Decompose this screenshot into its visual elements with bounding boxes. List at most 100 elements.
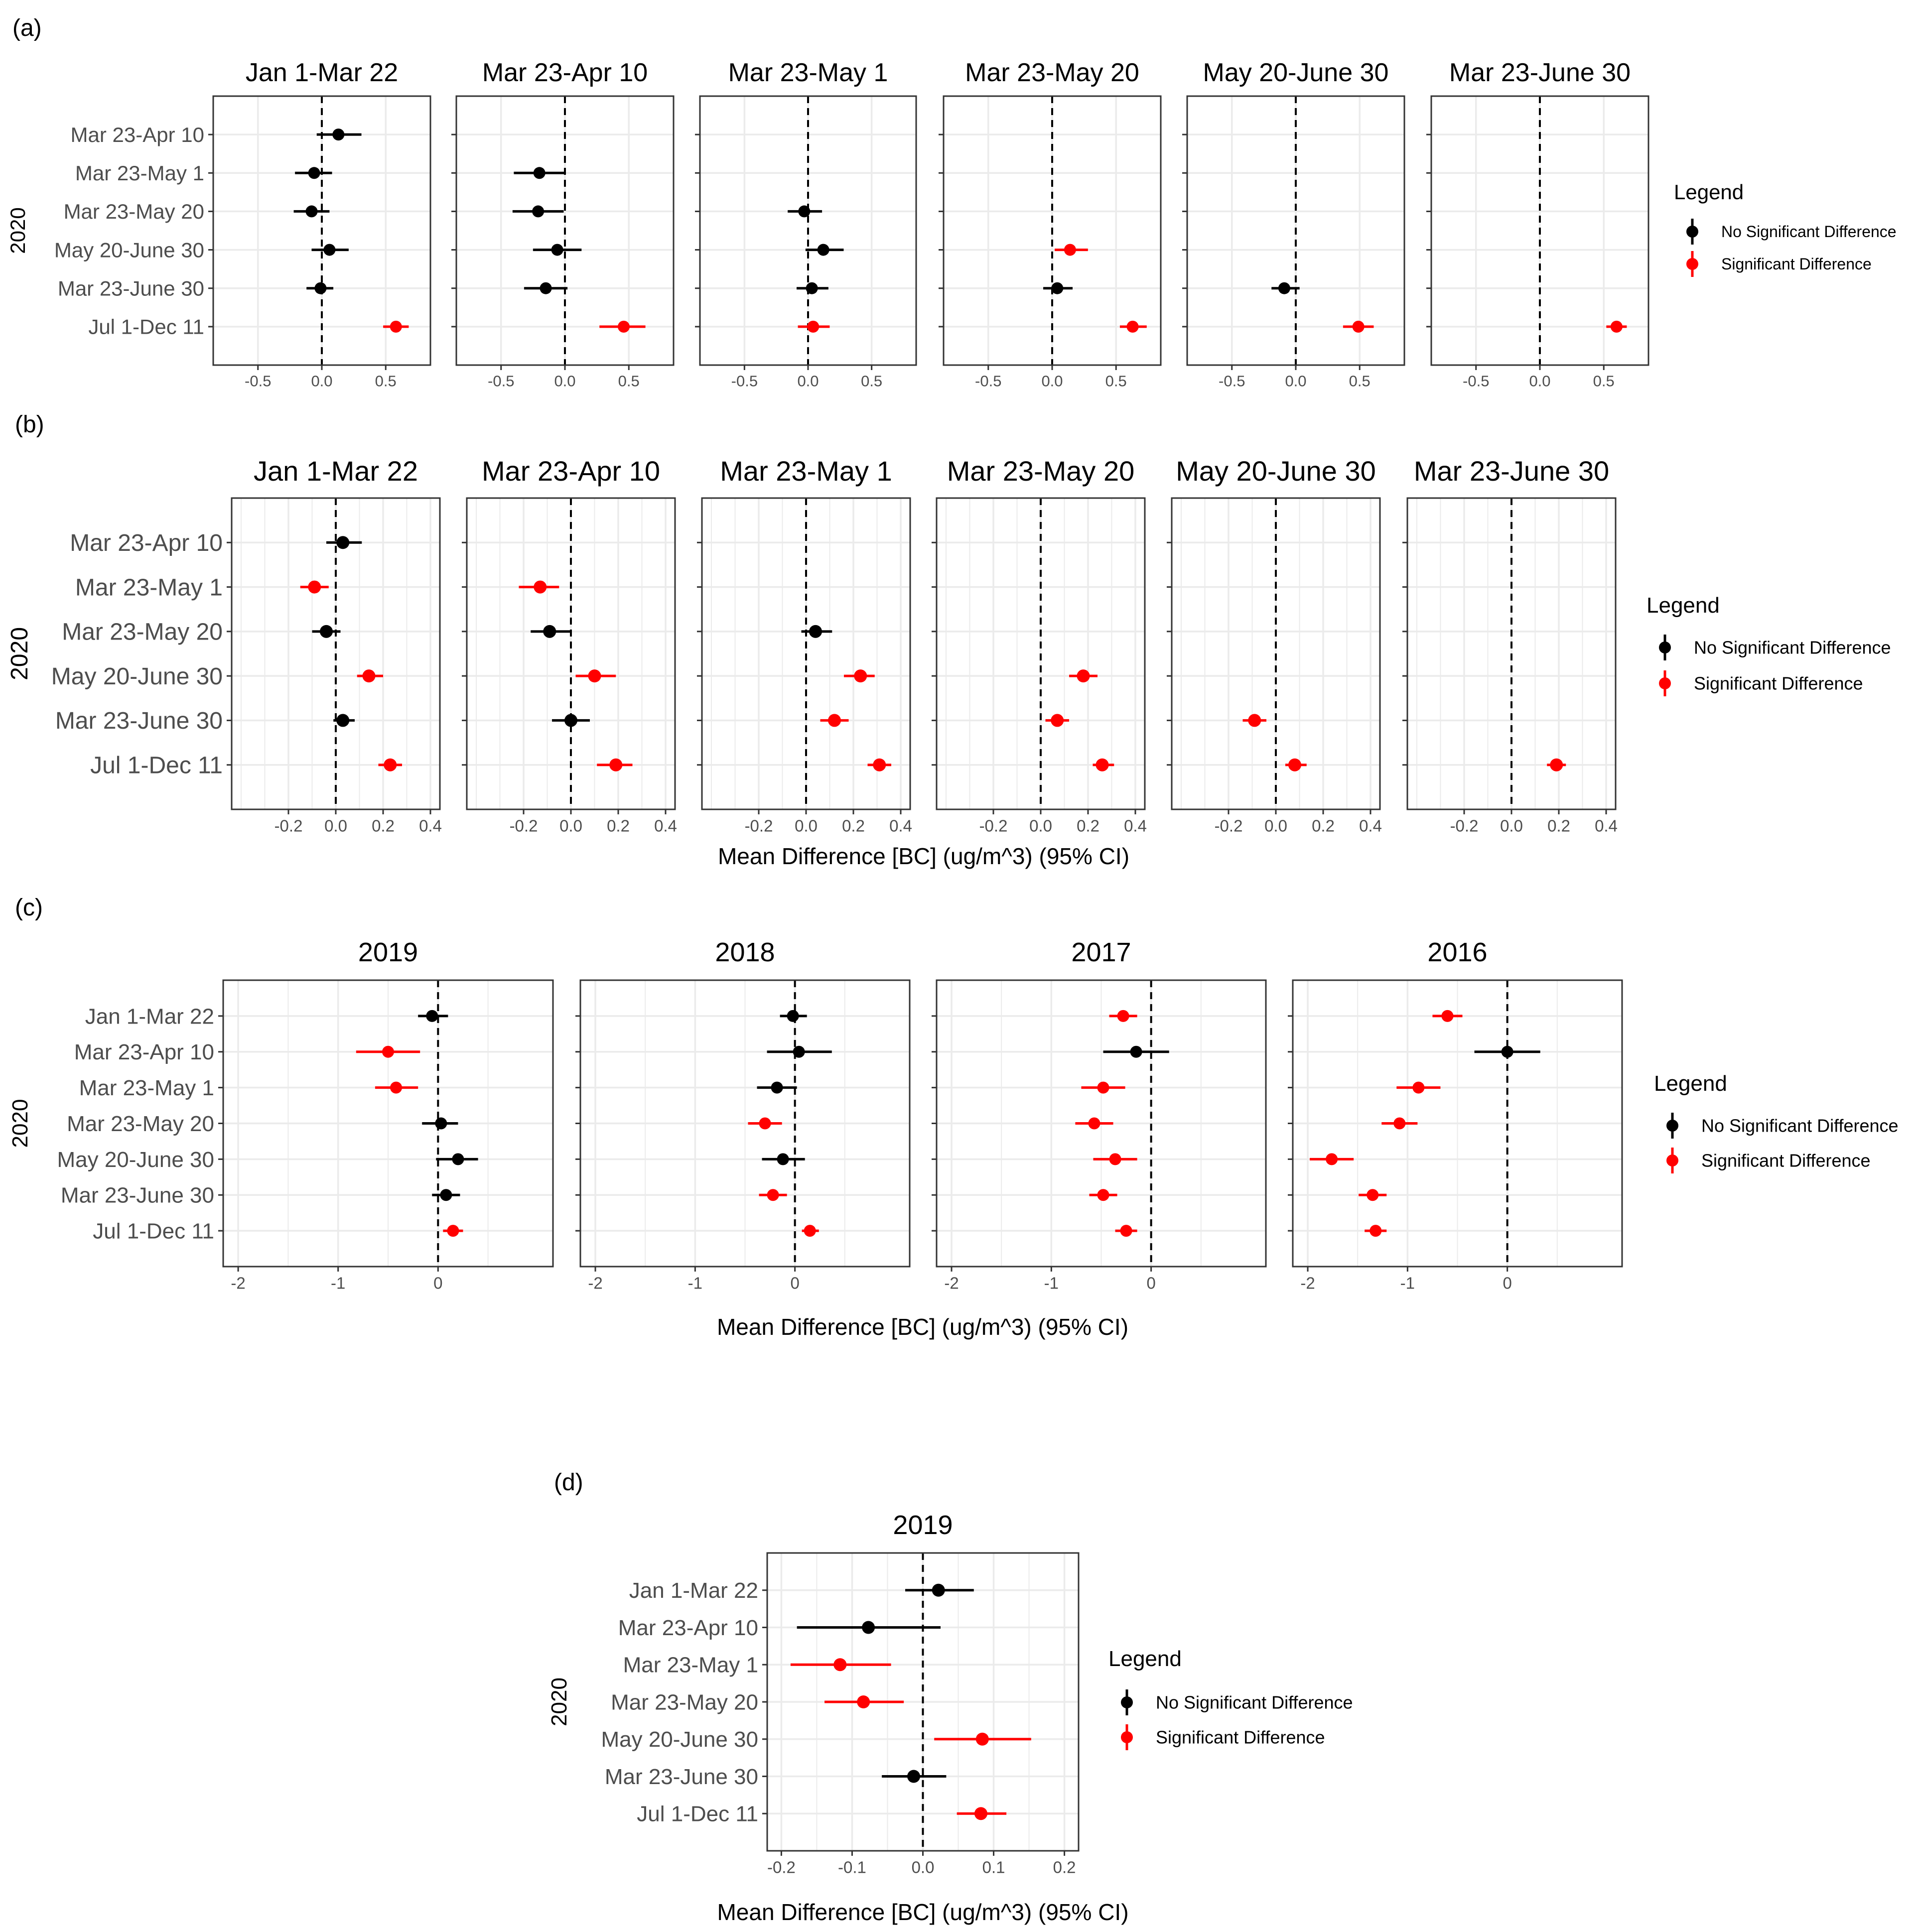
panel-title: 2019 xyxy=(893,1510,953,1540)
panel-title: May 20-June 30 xyxy=(1176,455,1376,487)
data-point xyxy=(1326,1153,1338,1165)
category-label: Mar 23-June 30 xyxy=(58,276,204,300)
legend-key-dot xyxy=(1666,1120,1678,1132)
x-tick-label: -0.2 xyxy=(979,817,1008,835)
legend-item-label: No Significant Difference xyxy=(1701,1116,1899,1136)
data-point xyxy=(1077,669,1090,683)
x-tick-label: -2 xyxy=(588,1274,602,1292)
x-tick-label: 0.4 xyxy=(419,817,442,835)
data-point xyxy=(382,1045,394,1058)
category-label: Mar 23-May 1 xyxy=(75,574,223,601)
legend-key-dot xyxy=(1659,677,1671,689)
panel-title: Mar 23-May 20 xyxy=(947,455,1135,487)
legend-title: Legend xyxy=(1674,180,1744,204)
panel-1-2: Mar 23-May 1 -0.2 0.0 0.2 0.4 xyxy=(697,455,912,835)
panel-title: Mar 23-Apr 10 xyxy=(482,58,648,87)
data-point xyxy=(798,205,811,218)
data-point xyxy=(308,580,321,594)
category-label: Mar 23-May 20 xyxy=(611,1690,758,1714)
data-point xyxy=(1097,1189,1109,1201)
category-label: May 20-June 30 xyxy=(51,663,223,690)
category-label: Jan 1-Mar 22 xyxy=(629,1578,758,1603)
x-tick-label: -0.5 xyxy=(1219,373,1245,390)
data-point xyxy=(1126,320,1139,333)
x-tick-label: 0.2 xyxy=(607,817,630,835)
legend-title: Legend xyxy=(1654,1071,1727,1096)
data-point xyxy=(532,205,545,218)
panel-1-4: May 20-June 30 -0.2 0.0 0.2 0.4 xyxy=(1167,455,1382,835)
data-point xyxy=(1088,1117,1100,1130)
data-point xyxy=(1441,1010,1454,1022)
data-point xyxy=(1288,758,1301,772)
x-tick-label: 0.2 xyxy=(842,817,865,835)
x-tick-label: 0.0 xyxy=(1285,373,1306,390)
data-point xyxy=(305,205,318,218)
data-point xyxy=(447,1225,459,1237)
panel-title: Mar 23-May 1 xyxy=(720,455,892,487)
figure-label: (c) xyxy=(15,895,43,921)
legend-item-label: Significant Difference xyxy=(1694,673,1863,694)
data-point xyxy=(828,714,841,727)
panel-title: Jan 1-Mar 22 xyxy=(246,58,398,87)
category-label: Mar 23-June 30 xyxy=(605,1765,758,1789)
data-point xyxy=(1278,282,1290,294)
data-point xyxy=(1064,244,1076,256)
data-point xyxy=(907,1770,921,1783)
x-tick-label: -0.2 xyxy=(274,817,303,835)
panel-title: Mar 23-June 30 xyxy=(1414,455,1609,487)
x-tick-label: -0.2 xyxy=(1215,817,1243,835)
panel-title: Jan 1-Mar 22 xyxy=(254,455,418,487)
x-tick-label: 0 xyxy=(790,1274,799,1292)
data-point xyxy=(390,1081,403,1094)
panel-0-1: Mar 23-Apr 10 -0.5 0.0 0.5 xyxy=(451,58,675,390)
figure-label: (b) xyxy=(15,411,44,438)
x-tick-label: 0.0 xyxy=(1264,817,1287,835)
x-tick-label: 0.4 xyxy=(1595,817,1618,835)
data-point xyxy=(543,625,556,638)
x-tick-label: -2 xyxy=(231,1274,245,1292)
panel-title: Mar 23-Apr 10 xyxy=(482,455,660,487)
panel-3-0: 2019 -0.2 -0.1 0.0 0.1 0.2 xyxy=(762,1510,1080,1877)
data-point xyxy=(817,244,829,256)
panel-title: May 20-June 30 xyxy=(1203,58,1389,87)
panel-1-3: Mar 23-May 20 -0.2 0.0 0.2 0.4 xyxy=(932,455,1147,835)
data-point xyxy=(771,1081,783,1094)
x-tick-label: 0.1 xyxy=(982,1858,1005,1877)
y-axis-label: 2020 xyxy=(8,1099,32,1148)
panel-0-4: May 20-June 30 -0.5 0.0 0.5 xyxy=(1182,58,1405,390)
x-tick-label: -1 xyxy=(1400,1274,1415,1292)
x-tick-label: -0.5 xyxy=(245,373,271,390)
data-point xyxy=(1109,1153,1121,1165)
data-point xyxy=(564,714,577,727)
data-point xyxy=(1610,320,1623,333)
data-point xyxy=(807,320,820,333)
x-tick-label: -0.5 xyxy=(975,373,1001,390)
data-point xyxy=(609,758,623,772)
data-point xyxy=(390,320,402,333)
legend-item-label: Significant Difference xyxy=(1721,255,1872,273)
x-tick-label: -1 xyxy=(688,1274,702,1292)
x-tick-label: 0 xyxy=(1146,1274,1155,1292)
legend: Legend No Significant Difference Significa… xyxy=(1108,1647,1353,1750)
data-point xyxy=(533,167,546,179)
panel-title: 2016 xyxy=(1427,937,1487,967)
category-label: Jul 1-Dec 11 xyxy=(637,1802,758,1826)
y-axis-label: 2020 xyxy=(6,627,33,680)
x-tick-label: 0.4 xyxy=(1359,817,1382,835)
data-point xyxy=(1370,1225,1382,1237)
x-tick-label: -0.5 xyxy=(488,373,514,390)
category-label: Mar 23-May 1 xyxy=(75,161,204,185)
x-tick-label: 0.5 xyxy=(1349,373,1370,390)
panel-1-1: Mar 23-Apr 10 -0.2 0.0 0.2 0.4 xyxy=(462,455,677,835)
x-tick-label: 0.0 xyxy=(1529,373,1550,390)
x-tick-label: 0.0 xyxy=(797,373,819,390)
data-point xyxy=(1097,1081,1109,1094)
x-tick-label: 0.2 xyxy=(372,817,395,835)
x-axis-title: Mean Difference [BC] (ug/m^3) (95% CI) xyxy=(717,1899,1128,1925)
x-tick-label: 0.4 xyxy=(1124,817,1147,835)
panel-title: 2017 xyxy=(1071,937,1131,967)
x-tick-label: -2 xyxy=(1300,1274,1315,1292)
category-label: Mar 23-May 1 xyxy=(79,1076,214,1100)
data-point xyxy=(1130,1045,1142,1058)
